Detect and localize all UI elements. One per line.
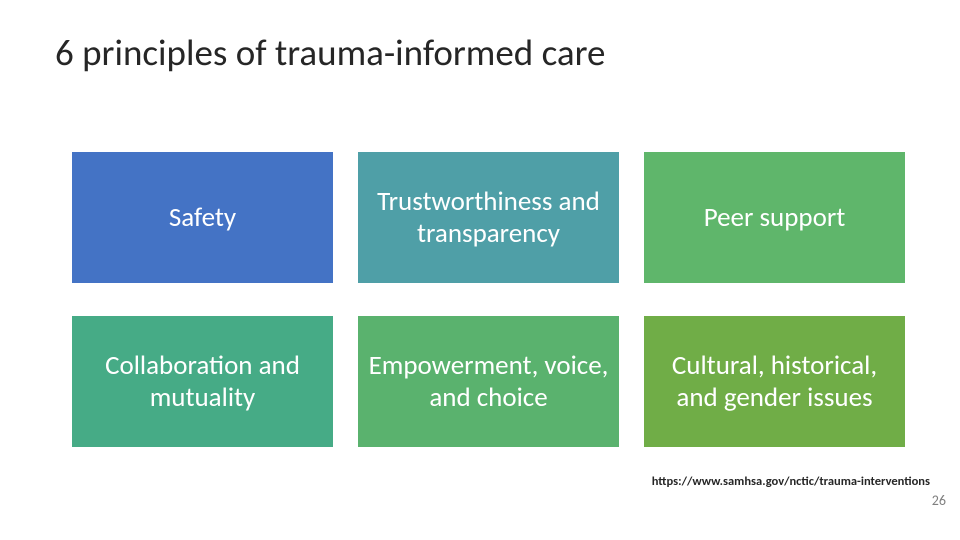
tile-empowerment: Empowerment, voice, and choice — [358, 316, 619, 447]
tile-collaboration: Collaboration and mutuality — [72, 316, 333, 447]
slide-title: 6 principles of trauma-informed care — [55, 30, 905, 75]
tile-cultural: Cultural, historical, and gender issues — [644, 316, 905, 447]
tile-safety: Safety — [72, 152, 333, 283]
tile-trustworthiness: Trustworthiness and transparency — [358, 152, 619, 283]
page-number: 26 — [932, 492, 946, 509]
source-citation: https://www.samhsa.gov/nctic/trauma-inte… — [652, 474, 930, 489]
slide: 6 principles of trauma-informed care Saf… — [0, 0, 960, 540]
principles-grid: Safety Trustworthiness and transparency … — [72, 152, 905, 447]
tile-peer-support: Peer support — [644, 152, 905, 283]
